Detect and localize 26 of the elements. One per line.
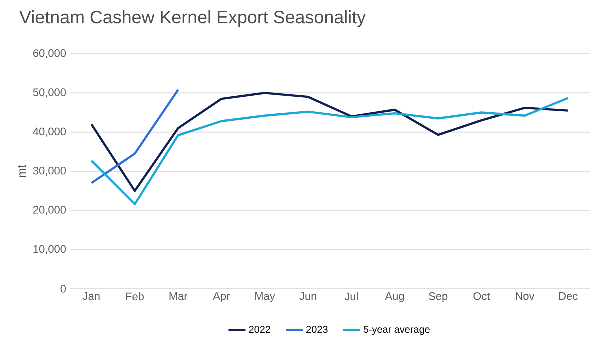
line-series xyxy=(90,92,570,192)
x-tick-label: Apr xyxy=(213,292,230,302)
y-tick-label: 0 xyxy=(60,285,66,293)
chart-title: Vietnam Cashew Kernel Export Seasonality xyxy=(20,10,366,28)
legend-label: 2022 xyxy=(249,326,270,334)
legend-label: 2023 xyxy=(306,326,328,334)
y-tick-label: 50,000 xyxy=(33,88,66,98)
line-series xyxy=(90,97,570,206)
legend-label: 5-year average xyxy=(364,326,430,336)
x-tick-label: Nov xyxy=(516,292,535,300)
y-axis-title: mt xyxy=(18,164,26,178)
y-tick-label: 60,000 xyxy=(34,49,66,59)
x-tick-label: Sep xyxy=(429,292,448,302)
x-tick-label: Aug xyxy=(385,292,404,302)
x-tick-label: Jul xyxy=(344,292,358,301)
x-tick-label: Mar xyxy=(170,292,188,300)
x-tick-label: Feb xyxy=(126,292,144,301)
y-tick-label: 30,000 xyxy=(33,166,66,176)
x-tick-label: May xyxy=(256,292,276,302)
x-tick-label: Jan xyxy=(83,292,100,300)
y-tick-label: 10,000 xyxy=(34,245,66,254)
x-tick-label: Dec xyxy=(560,292,578,300)
y-tick-label: 20,000 xyxy=(34,206,66,216)
y-tick-label: 40,000 xyxy=(33,128,66,137)
x-tick-label: Jun xyxy=(300,292,316,300)
x-tick-label: Oct xyxy=(474,292,490,300)
